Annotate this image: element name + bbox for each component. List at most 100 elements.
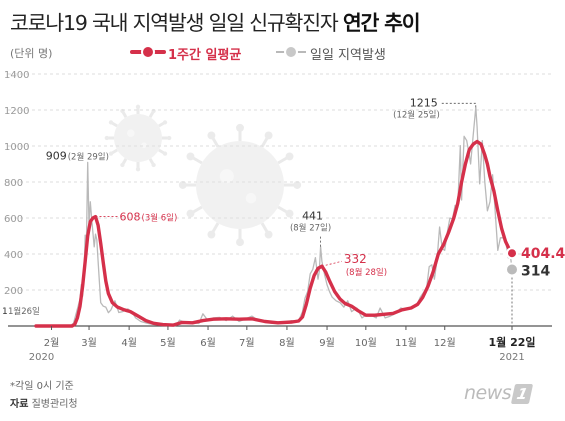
annotation-leader [439, 102, 477, 108]
y-tick-labels: 200 400 600 800 1000 1200 1400 [4, 70, 29, 297]
annotation-value: 909 [46, 149, 67, 162]
virus-spike-tip [151, 108, 156, 114]
y-tick-label: 1200 [4, 106, 29, 117]
x-tick-label: 9월 [319, 337, 335, 349]
virus-spike [277, 205, 289, 214]
source-line: 자료 질병관리청 [10, 395, 78, 410]
title-emphasis: 연간 추이 [342, 11, 421, 35]
virus-spike-tip [285, 152, 294, 161]
virus-spike-tip [186, 152, 195, 161]
unit-label: (단위 명) [10, 47, 53, 60]
annotation-leader [321, 260, 342, 267]
legend-avg-label: 1주간 일평균 [168, 48, 242, 63]
source-text: 질병관리청 [31, 399, 78, 410]
x-tick-label: 10월 [355, 337, 377, 349]
annotation-note: 1월26일 [8, 306, 40, 317]
annotation-value: 1215 [410, 96, 438, 109]
virus-spike-tip [236, 123, 244, 132]
virus-spot [141, 142, 147, 149]
y-tick-label: 1000 [4, 142, 29, 153]
virus-spike-tip [120, 162, 125, 168]
year-label: 2020 [29, 352, 54, 363]
virus-spike-tip [207, 230, 216, 239]
avg-endpoint-marker [506, 247, 518, 260]
x-tick-label: 3월 [81, 337, 97, 349]
legend-daily-dot [284, 45, 298, 59]
y-tick-label: 600 [4, 214, 23, 225]
virus-spike-tip [293, 181, 302, 189]
y-tick-label: 200 [4, 286, 23, 297]
virus-spot [245, 192, 257, 204]
virus-spike [121, 111, 128, 118]
year-label: 2021 [499, 352, 524, 363]
virus-spike-tip [104, 135, 109, 141]
gridlines [8, 73, 552, 327]
annotation-value: 314 [521, 263, 550, 279]
virus-spike [211, 222, 220, 234]
virus-spike [111, 148, 118, 155]
virus-spike-tip [285, 209, 294, 218]
annotation-value: 608 [120, 211, 141, 224]
virus-spike [121, 158, 128, 165]
virus-spot [126, 129, 135, 138]
virus-spike [260, 136, 269, 148]
daily-endpoint-marker [505, 262, 519, 277]
virus-illustration [104, 104, 302, 247]
x-tick-label: 6월 [200, 337, 216, 349]
virus-spot [219, 169, 234, 184]
title-prefix: 코로나19 국내 지역발생 일일 신규확진자 [10, 11, 339, 35]
x-tick-label: 2월 [44, 337, 60, 349]
annotation-value: 1 [2, 307, 8, 317]
source-label: 자료 [10, 399, 29, 410]
legend-daily-label: 일일 지역발생 [310, 48, 386, 63]
virus-spike-tip [264, 230, 273, 239]
chart-title: 코로나19 국내 지역발생 일일 신규확진자 연간 추이 [10, 6, 421, 36]
annotation-note: (3월 6일) [142, 213, 178, 224]
x-tick-label: 11월 [395, 337, 417, 349]
virus-spike-tip [162, 151, 168, 156]
virus-spike-tip [135, 104, 141, 109]
annotation-value: 332 [344, 252, 367, 266]
annotation-note: (12월 25일) [393, 109, 440, 120]
footnote: *각일 0시 기준 [10, 381, 74, 392]
x-tick-label: 5월 [160, 337, 176, 349]
virus-spike [148, 111, 155, 118]
annotation-value: 404.4 [521, 246, 565, 262]
virus-large [196, 141, 284, 229]
annotation-note: (8월 28일) [346, 267, 387, 278]
virus-spike-tip [108, 120, 114, 125]
y-tick-label: 800 [4, 178, 23, 189]
virus-spike-tip [108, 151, 114, 156]
virus-spike [158, 121, 165, 128]
logo-mark: 1 [511, 384, 534, 404]
annotation-value: 441 [302, 210, 323, 223]
legend-avg-dot [141, 45, 155, 59]
virus-spike [211, 136, 220, 148]
x-axis: 2월 3월 4월 5월 6월 7월 8월 9월 10월 11월 12월 1월 22일 2020 2021 [29, 326, 536, 363]
x-tick-label: 1월 22일 [488, 335, 535, 349]
virus-spike [191, 156, 203, 165]
virus-spike-tip [186, 209, 195, 218]
virus-spike [148, 158, 155, 165]
virus-spike-tip [135, 167, 141, 172]
annotation-note: (2월 29일) [68, 151, 109, 162]
series-lines [34, 106, 514, 328]
virus-spike-tip [207, 131, 216, 140]
virus-spike-tip [120, 108, 125, 114]
virus-spike [191, 205, 203, 214]
y-tick-label: 1400 [4, 70, 29, 81]
x-tick-label: 4월 [121, 337, 137, 349]
logo-text: news [464, 382, 512, 404]
virus-spike-tip [151, 162, 156, 168]
virus-spike-tip [264, 131, 273, 140]
virus-spike-tip [236, 238, 244, 247]
virus-spike [277, 156, 289, 165]
annotations: 1 1월26일 909 (2월 29일) 608 (3월 6일) 441(8월 27일) 33… [2, 96, 565, 326]
legend-markers [130, 45, 306, 59]
weekly-avg-series-line [34, 139, 514, 328]
virus-small [114, 114, 162, 162]
virus-spike [260, 222, 269, 234]
news1-logo: news 1 [464, 382, 534, 404]
annotation-note: (8월 27일) [290, 223, 331, 234]
